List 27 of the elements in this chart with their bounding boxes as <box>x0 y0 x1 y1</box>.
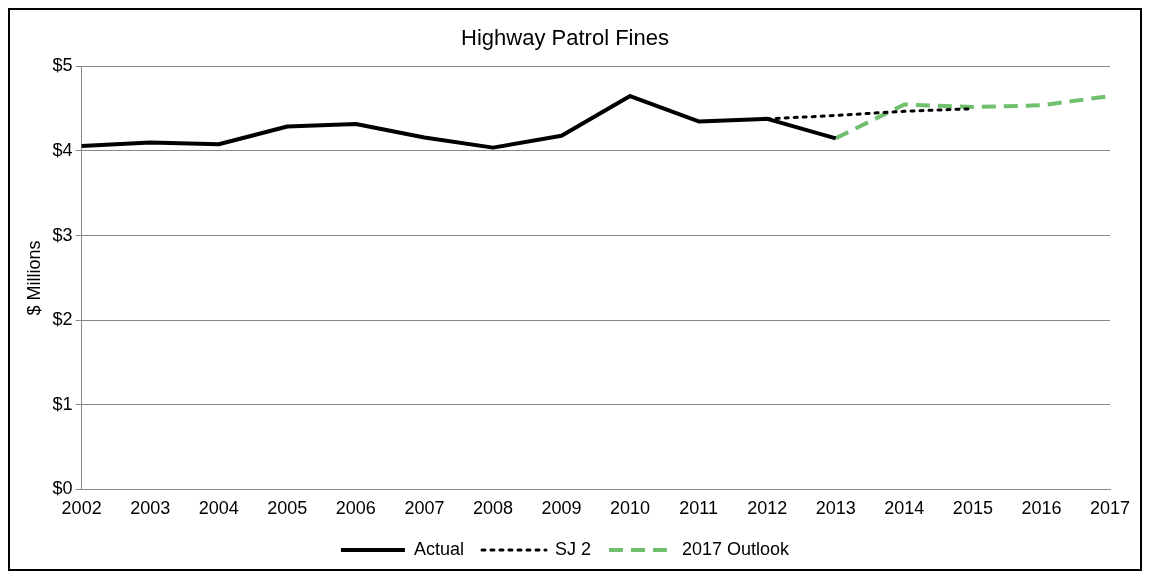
x-tick-label: 2009 <box>541 498 582 519</box>
y-axis-title: $ Millions <box>23 240 44 316</box>
x-tick-label: 2006 <box>335 498 376 519</box>
y-tick-label: $1 <box>52 393 73 414</box>
x-tick-label: 2017 <box>1089 498 1131 519</box>
x-tick-label: 2008 <box>472 498 513 519</box>
legend-label: SJ 2 <box>554 538 591 559</box>
x-tick-label: 2003 <box>130 498 171 519</box>
y-tick-label: $5 <box>52 55 73 76</box>
y-tick-label: $3 <box>52 224 73 245</box>
y-tick-label: $0 <box>52 478 73 499</box>
legend-label: Actual <box>413 538 464 559</box>
chart-title: Highway Patrol Fines <box>461 25 669 51</box>
x-tick-label: 2012 <box>747 498 788 519</box>
x-tick-label: 2011 <box>679 498 719 519</box>
y-tick-label: $2 <box>52 309 73 330</box>
x-tick-label: 2010 <box>610 498 651 519</box>
legend-label: 2017 Outlook <box>681 538 791 559</box>
x-tick-label: 2014 <box>884 498 925 519</box>
x-tick-label: 2016 <box>1021 498 1062 519</box>
x-tick-label: 2005 <box>267 498 308 519</box>
x-tick-label: 2013 <box>815 498 856 519</box>
x-tick-label: 2007 <box>404 498 445 519</box>
x-tick-label: 2004 <box>198 498 239 519</box>
x-tick-label: 2002 <box>61 498 102 519</box>
y-tick-label: $4 <box>52 139 73 160</box>
x-tick-label: 2015 <box>952 498 993 519</box>
